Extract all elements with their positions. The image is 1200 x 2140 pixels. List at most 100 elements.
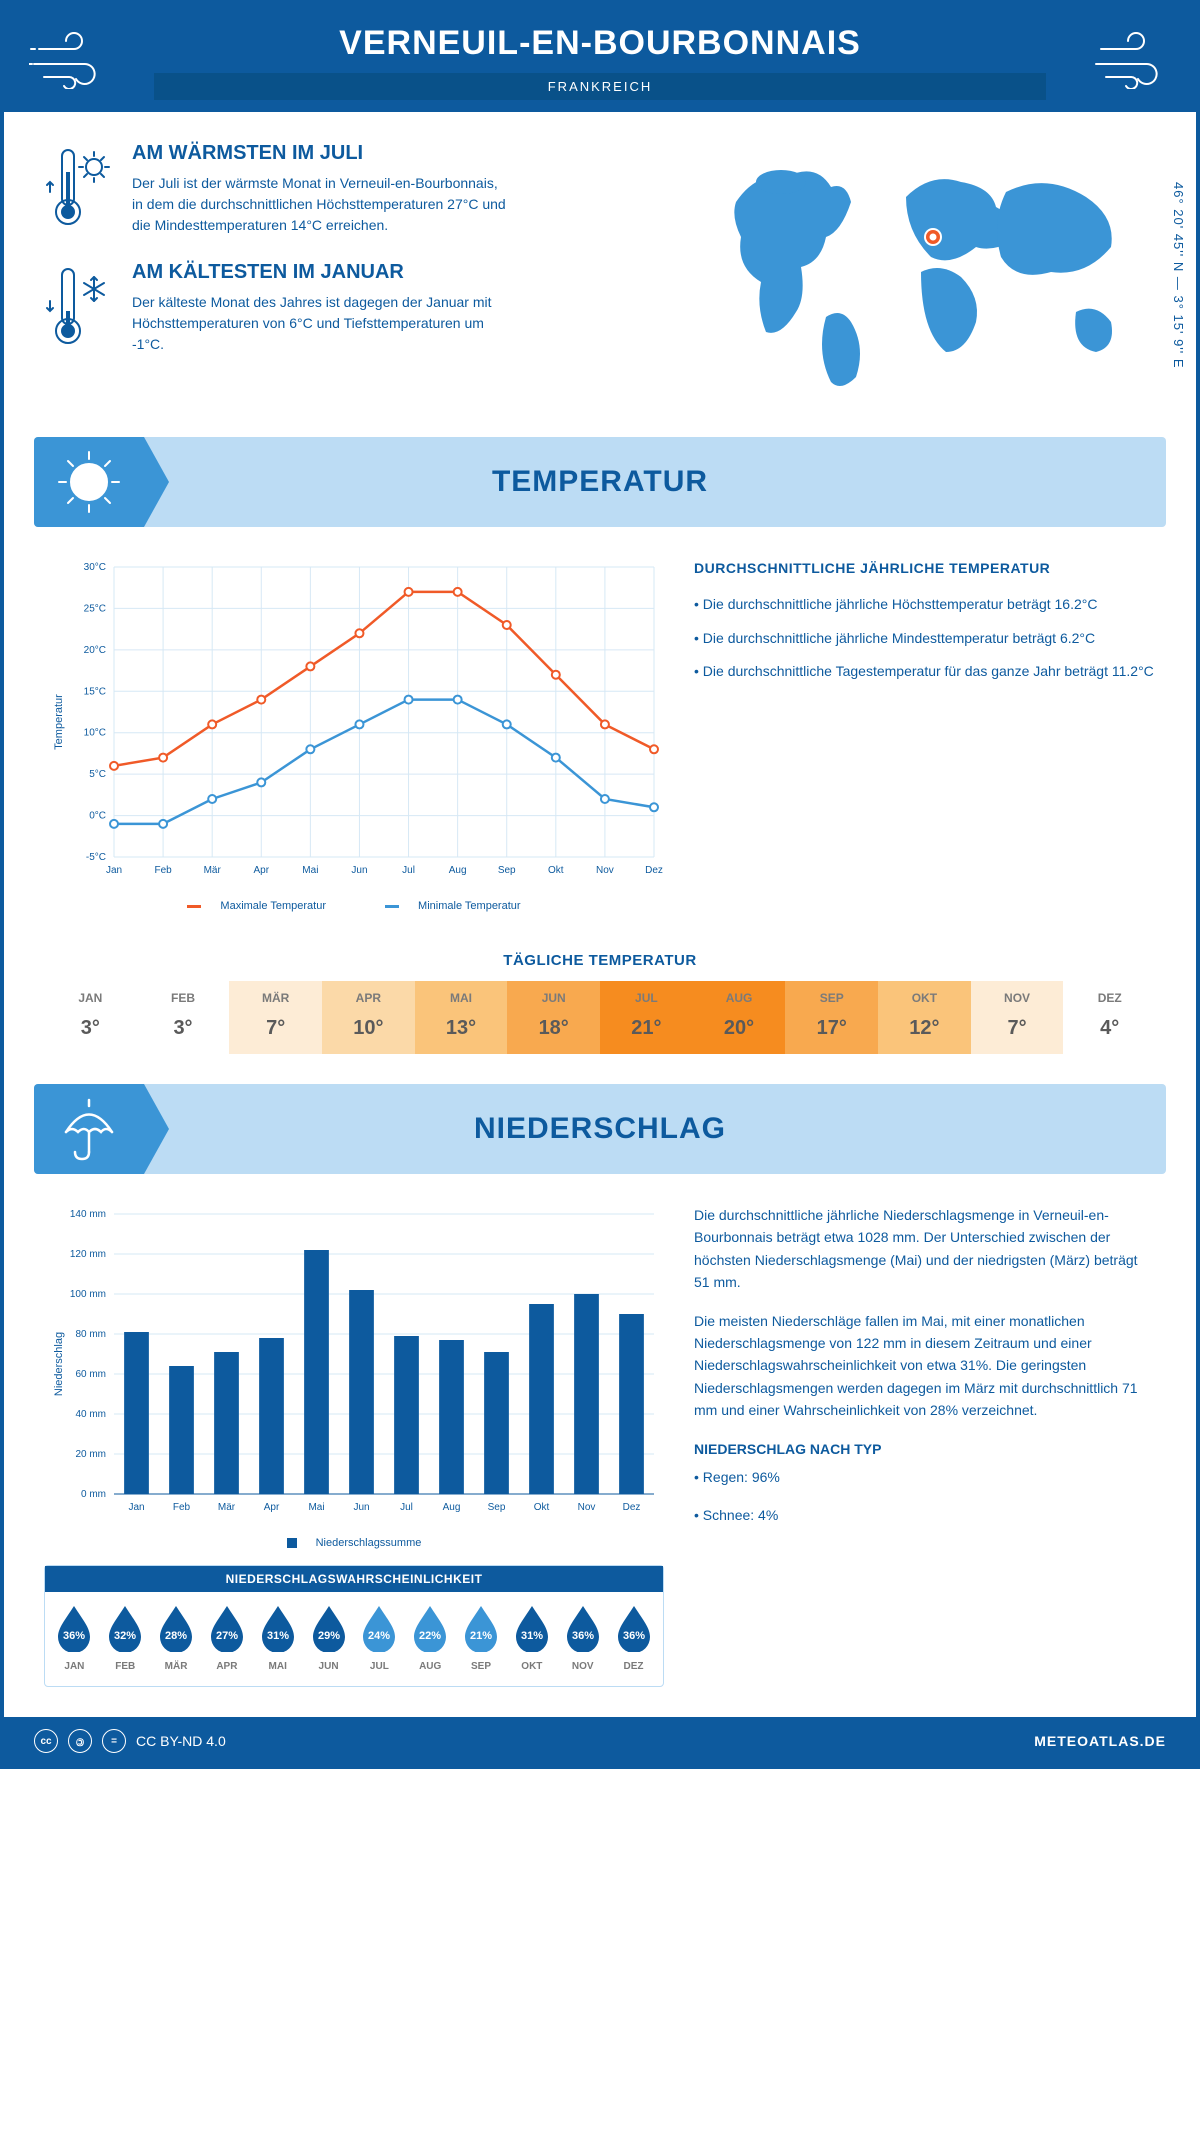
- header: VERNEUIL-EN-BOURBONNAIS FRANKREICH: [4, 4, 1196, 112]
- cc-icon: cc: [34, 1729, 58, 1753]
- svg-text:Temperatur: Temperatur: [53, 694, 65, 750]
- summary-warm-text: Der Juli ist der wärmste Monat in Verneu…: [132, 173, 512, 236]
- thermometer-sun-icon: [44, 142, 114, 237]
- footer: cc 🄯 = CC BY-ND 4.0 METEOATLAS.DE: [4, 1717, 1196, 1765]
- summary-cold: AM KÄLTESTEN IM JANUAR Der kälteste Mona…: [44, 261, 666, 356]
- temp-info-p3: • Die durchschnittliche Tagestemperatur …: [694, 660, 1156, 684]
- svg-text:Jun: Jun: [353, 1502, 369, 1513]
- probability-drop: 36%JAN: [53, 1602, 95, 1672]
- svg-text:28%: 28%: [165, 1630, 187, 1642]
- probability-title: NIEDERSCHLAGSWAHRSCHEINLICHKEIT: [45, 1566, 663, 1592]
- temperature-section-title: TEMPERATUR: [492, 465, 708, 499]
- svg-text:Okt: Okt: [534, 1502, 550, 1513]
- svg-text:Dez: Dez: [645, 865, 663, 876]
- precipitation-probability-box: NIEDERSCHLAGSWAHRSCHEINLICHKEIT 36%JAN32…: [44, 1565, 664, 1687]
- summary-warm-heading: AM WÄRMSTEN IM JULI: [132, 142, 512, 165]
- temperature-banner: TEMPERATUR: [34, 437, 1166, 527]
- svg-text:40 mm: 40 mm: [75, 1409, 106, 1420]
- daily-temp-cell: JUN18°: [507, 981, 600, 1054]
- precip-type2: • Schnee: 4%: [694, 1504, 1156, 1526]
- svg-text:Dez: Dez: [623, 1502, 641, 1513]
- svg-text:Aug: Aug: [443, 1502, 461, 1513]
- svg-text:60 mm: 60 mm: [75, 1369, 106, 1380]
- daily-temp-cell: OKT12°: [878, 981, 971, 1054]
- probability-drop: 24%JUL: [358, 1602, 400, 1672]
- svg-text:Jul: Jul: [400, 1502, 413, 1513]
- svg-text:Mai: Mai: [302, 865, 318, 876]
- svg-text:32%: 32%: [114, 1630, 136, 1642]
- daily-temp-cell: APR10°: [322, 981, 415, 1054]
- svg-text:120 mm: 120 mm: [70, 1249, 106, 1260]
- daily-temp-cell: JUL21°: [600, 981, 693, 1054]
- temperature-legend: Maximale Temperatur Minimale Temperatur: [44, 900, 664, 912]
- svg-text:5°C: 5°C: [89, 769, 106, 780]
- infographic-page: VERNEUIL-EN-BOURBONNAIS FRANKREICH AM WÄ…: [0, 0, 1200, 1769]
- precip-type1: • Regen: 96%: [694, 1466, 1156, 1488]
- svg-text:20 mm: 20 mm: [75, 1449, 106, 1460]
- wind-icon: [29, 29, 109, 89]
- sun-icon: [34, 437, 144, 527]
- world-map: 46° 20' 45'' N — 3° 15' 9'' E: [696, 142, 1156, 407]
- svg-text:30°C: 30°C: [84, 562, 106, 573]
- daily-temp-cell: MÄR7°: [229, 981, 322, 1054]
- daily-temp-cell: AUG20°: [693, 981, 786, 1054]
- svg-text:-5°C: -5°C: [86, 852, 106, 863]
- probability-drop: 29%JUN: [308, 1602, 350, 1672]
- daily-temp-title: TÄGLICHE TEMPERATUR: [4, 952, 1196, 969]
- top-section: AM WÄRMSTEN IM JULI Der Juli ist der wär…: [4, 112, 1196, 427]
- svg-text:Mai: Mai: [308, 1502, 324, 1513]
- svg-text:Nov: Nov: [596, 865, 614, 876]
- precip-type-heading: NIEDERSCHLAG NACH TYP: [694, 1438, 1156, 1460]
- svg-text:Apr: Apr: [253, 865, 269, 876]
- svg-text:36%: 36%: [572, 1630, 594, 1642]
- temp-info-p2: • Die durchschnittliche jährliche Mindes…: [694, 627, 1156, 651]
- svg-text:29%: 29%: [318, 1630, 340, 1642]
- umbrella-icon: [34, 1084, 144, 1174]
- svg-text:Okt: Okt: [548, 865, 564, 876]
- probability-drop: 32%FEB: [104, 1602, 146, 1672]
- svg-text:15°C: 15°C: [84, 686, 106, 697]
- temp-info-p1: • Die durchschnittliche jährliche Höchst…: [694, 593, 1156, 617]
- svg-text:20°C: 20°C: [84, 645, 106, 656]
- probability-drop: 31%OKT: [511, 1602, 553, 1672]
- svg-text:Sep: Sep: [498, 865, 516, 876]
- by-icon: 🄯: [68, 1729, 92, 1753]
- precipitation-section-title: NIEDERSCHLAG: [474, 1112, 726, 1146]
- svg-text:25°C: 25°C: [84, 603, 106, 614]
- probability-drop: 27%APR: [206, 1602, 248, 1672]
- svg-text:31%: 31%: [521, 1630, 543, 1642]
- precipitation-banner: NIEDERSCHLAG: [34, 1084, 1166, 1174]
- daily-temp-row: JAN3°FEB3°MÄR7°APR10°MAI13°JUN18°JUL21°A…: [44, 981, 1156, 1054]
- svg-text:Feb: Feb: [154, 865, 172, 876]
- probability-drop: 36%NOV: [562, 1602, 604, 1672]
- coordinates: 46° 20' 45'' N — 3° 15' 9'' E: [1171, 182, 1186, 369]
- svg-text:80 mm: 80 mm: [75, 1329, 106, 1340]
- svg-text:22%: 22%: [419, 1630, 441, 1642]
- summary-cold-heading: AM KÄLTESTEN IM JANUAR: [132, 261, 512, 284]
- svg-text:0 mm: 0 mm: [81, 1489, 106, 1500]
- probability-drop: 22%AUG: [409, 1602, 451, 1672]
- svg-text:Feb: Feb: [173, 1502, 191, 1513]
- precipitation-info: Die durchschnittliche jährliche Niedersc…: [694, 1204, 1156, 1687]
- probability-drop: 31%MAI: [257, 1602, 299, 1672]
- country-label: FRANKREICH: [154, 73, 1046, 100]
- svg-text:Jul: Jul: [402, 865, 415, 876]
- precip-info-p2: Die meisten Niederschläge fallen im Mai,…: [694, 1310, 1156, 1422]
- license-text: CC BY-ND 4.0: [136, 1733, 226, 1749]
- probability-drop: 36%DEZ: [613, 1602, 655, 1672]
- precipitation-chart: 0 mm20 mm40 mm60 mm80 mm100 mm120 mm140 …: [44, 1204, 664, 1549]
- precip-info-p1: Die durchschnittliche jährliche Niedersc…: [694, 1204, 1156, 1294]
- precipitation-legend: Niederschlagssumme: [44, 1537, 664, 1549]
- svg-text:Jan: Jan: [128, 1502, 144, 1513]
- svg-text:21%: 21%: [470, 1630, 492, 1642]
- svg-text:Mär: Mär: [218, 1502, 236, 1513]
- location-title: VERNEUIL-EN-BOURBONNAIS: [4, 24, 1196, 63]
- svg-text:Sep: Sep: [488, 1502, 506, 1513]
- svg-text:24%: 24%: [368, 1630, 390, 1642]
- nd-icon: =: [102, 1729, 126, 1753]
- temp-info-heading: DURCHSCHNITTLICHE JÄHRLICHE TEMPERATUR: [694, 557, 1156, 581]
- wind-icon: [1091, 29, 1171, 89]
- daily-temp-cell: MAI13°: [415, 981, 508, 1054]
- svg-text:Aug: Aug: [449, 865, 467, 876]
- svg-text:Mär: Mär: [204, 865, 222, 876]
